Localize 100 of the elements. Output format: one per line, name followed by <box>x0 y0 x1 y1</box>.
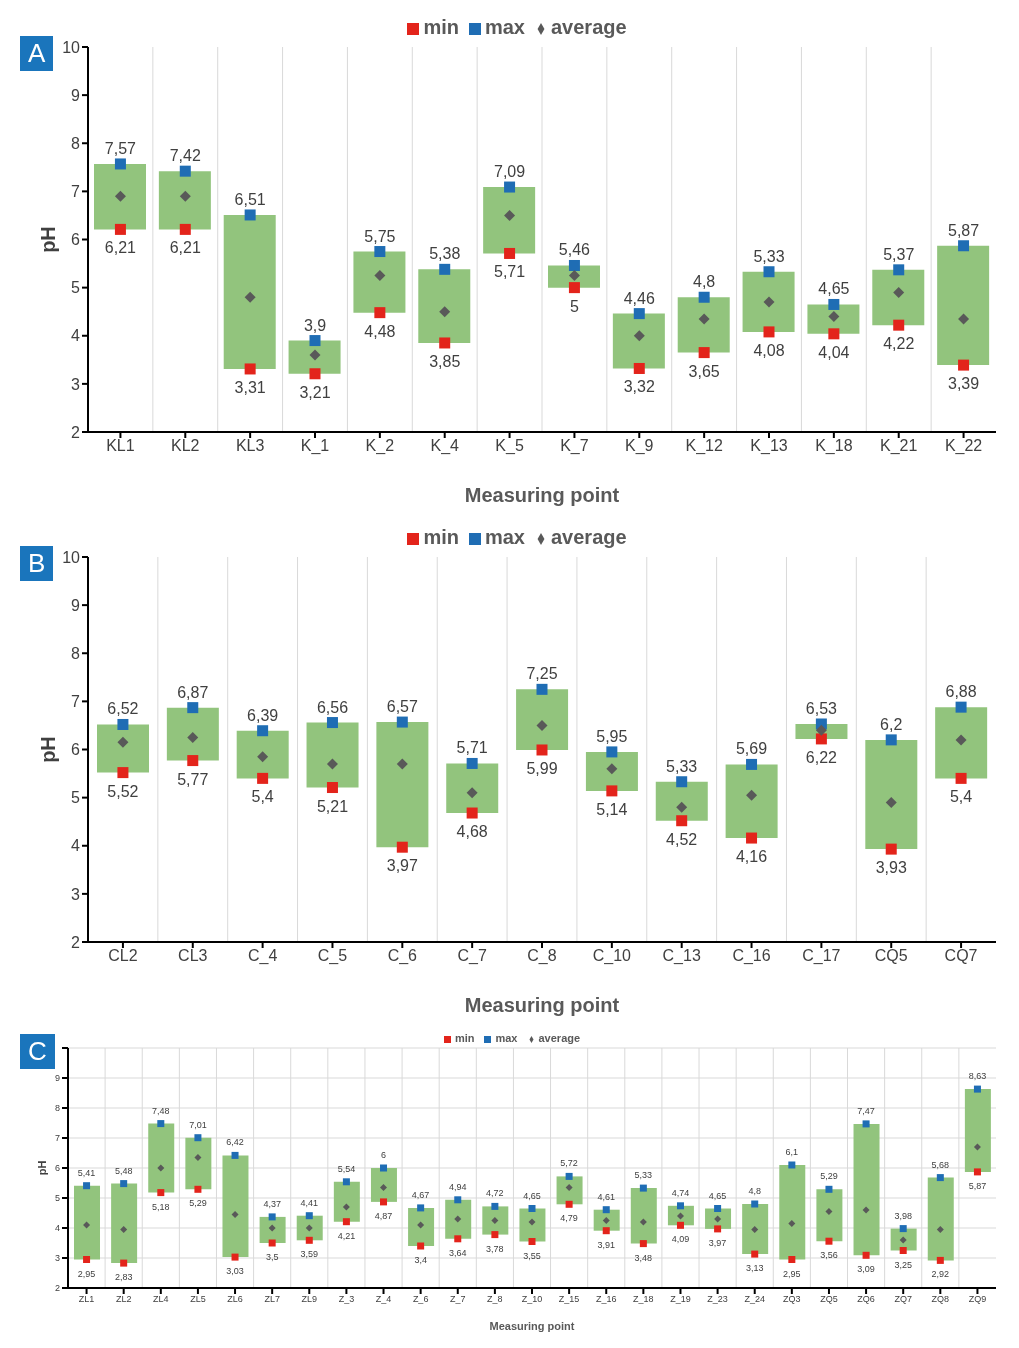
data-label: 3,5 <box>265 1252 279 1262</box>
point <box>117 736 129 748</box>
point <box>309 349 321 361</box>
point <box>751 1226 759 1233</box>
x-tick-label: K_2 <box>365 437 395 456</box>
data-label: 6,2 <box>880 715 903 733</box>
data-label: 3,39 <box>948 375 980 393</box>
bar <box>519 1208 546 1242</box>
data-label: 3,64 <box>448 1247 467 1258</box>
data-label: 6 <box>381 1150 387 1160</box>
data-label: 5,37 <box>883 245 915 263</box>
x-tick-label: KL1 <box>106 437 135 455</box>
data-label: 4,41 <box>300 1197 319 1208</box>
x-tick-label: ZL5 <box>190 1294 206 1305</box>
point <box>936 1174 944 1182</box>
point <box>194 1185 202 1193</box>
data-label: 6,39 <box>247 706 279 724</box>
point <box>439 263 451 275</box>
data-label: 3,56 <box>820 1250 838 1261</box>
data-label: 6,21 <box>104 239 137 257</box>
point <box>639 1240 647 1248</box>
data-label: 4,37 <box>263 1198 281 1209</box>
point <box>194 1154 202 1161</box>
data-label: 5,77 <box>177 770 209 788</box>
data-label: 5,75 <box>364 227 396 245</box>
bar <box>927 1177 954 1261</box>
data-label: 4,8 <box>748 1186 761 1196</box>
bar <box>937 245 990 366</box>
bar <box>166 707 219 761</box>
point <box>676 815 688 827</box>
data-label: 7,25 <box>526 665 558 683</box>
point <box>342 1178 350 1186</box>
x-tick-label: ZQ5 <box>820 1294 838 1305</box>
point <box>309 335 321 347</box>
data-label: 4,21 <box>337 1230 356 1241</box>
data-label: 5,4 <box>949 788 973 806</box>
data-label: 2,95 <box>783 1268 801 1279</box>
data-label: 3,4 <box>414 1255 427 1265</box>
data-label: 5,72 <box>560 1158 578 1169</box>
y-tick-label: 4 <box>71 327 81 345</box>
y-tick-label: 3 <box>54 1253 60 1264</box>
legend-label: min <box>423 526 459 548</box>
data-label: 4,87 <box>374 1210 393 1221</box>
point <box>326 758 338 770</box>
data-label: 4,46 <box>623 289 655 307</box>
data-label: 6,42 <box>226 1137 244 1148</box>
point <box>83 1256 91 1263</box>
point <box>676 801 688 813</box>
point <box>504 209 516 221</box>
data-label: 4,22 <box>883 335 915 353</box>
point <box>244 363 256 375</box>
x-tick-label: C_7 <box>457 947 487 966</box>
point <box>114 223 126 235</box>
x-axis-title: Measuring point <box>489 1320 575 1332</box>
point <box>326 782 338 794</box>
data-label: 5,71 <box>456 739 488 757</box>
x-tick-label: C_5 <box>317 947 348 966</box>
point <box>380 1184 388 1191</box>
point <box>815 733 827 745</box>
bar <box>816 1189 843 1242</box>
x-tick-label: Z_10 <box>521 1294 543 1305</box>
legend-label: min <box>423 16 459 38</box>
data-label: 4,72 <box>486 1188 504 1199</box>
point <box>231 1253 239 1261</box>
bar <box>677 297 730 353</box>
bar <box>853 1123 880 1256</box>
data-label: 4,61 <box>597 1191 616 1202</box>
data-label: 8,63 <box>968 1071 987 1082</box>
x-tick-label: C_8 <box>527 947 557 966</box>
y-tick-label: 4 <box>54 1223 60 1234</box>
point <box>491 1231 499 1239</box>
x-tick-label: ZQ3 <box>783 1294 801 1305</box>
point <box>714 1225 722 1233</box>
x-tick-label: CQ5 <box>874 947 908 965</box>
x-tick-label: Z_24 <box>744 1294 765 1305</box>
bar <box>516 689 569 750</box>
x-tick-label: C_16 <box>732 947 771 966</box>
text: B <box>20 546 54 581</box>
data-label: 3,09 <box>857 1264 875 1275</box>
data-label: 7,01 <box>189 1119 207 1130</box>
y-tick-label: 2 <box>54 1283 60 1294</box>
x-tick-label: K_7 <box>560 437 589 456</box>
x-tick-label: Z_3 <box>338 1294 355 1305</box>
y-tick-label: 7 <box>71 693 81 711</box>
bar <box>585 751 638 791</box>
y-tick-label: 4 <box>71 837 81 855</box>
data-label: 3,13 <box>745 1263 764 1274</box>
x-tick-label: ZQ8 <box>931 1294 950 1305</box>
x-tick-label: KL2 <box>171 437 200 455</box>
point <box>374 246 386 258</box>
bar <box>445 1199 472 1239</box>
point <box>862 1251 870 1259</box>
x-tick-label: C_17 <box>802 947 841 966</box>
bar <box>612 313 665 369</box>
data-label: 6,56 <box>316 698 349 716</box>
data-label: 3,65 <box>688 362 720 380</box>
data-label: 5,46 <box>558 241 591 259</box>
data-label: 5,21 <box>316 797 349 815</box>
bar <box>408 1207 435 1246</box>
point <box>746 758 758 770</box>
